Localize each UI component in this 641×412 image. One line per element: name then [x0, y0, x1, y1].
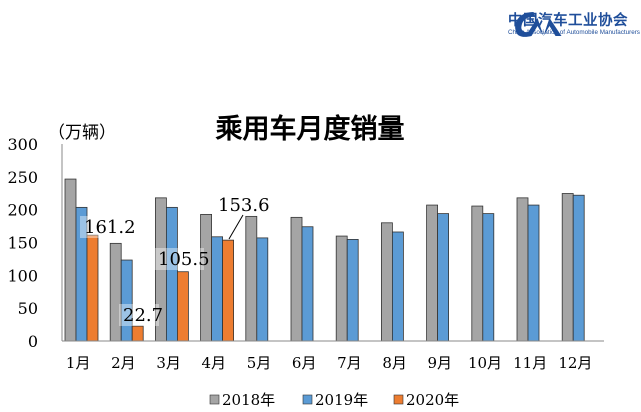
data-label-bg: [80, 216, 130, 238]
logo-name-cn: 中国汽车工业协会: [508, 13, 628, 29]
bar-2019年-6月: [301, 226, 314, 342]
legend-label: 2020年: [406, 391, 459, 409]
legend-label: 2018年: [222, 391, 275, 409]
x-tick-label: 7月: [337, 354, 362, 372]
x-tick-label: 9月: [428, 354, 453, 372]
bar-2018年-11月: [516, 197, 529, 342]
bar-2019年-5月: [256, 237, 269, 342]
legend-swatch: [302, 394, 313, 405]
x-tick-label: 10月: [468, 354, 502, 372]
data-label: 105.5: [158, 249, 210, 270]
x-tick-label: 1月: [66, 354, 91, 372]
x-tick-label: 2月: [111, 354, 136, 372]
legend-swatch: [393, 394, 404, 405]
data-label-bg: [154, 248, 204, 270]
y-axis-unit: （万辆）: [48, 123, 116, 143]
bar-2018年-8月: [380, 222, 393, 342]
y-tick-label: 250: [7, 168, 38, 187]
bar-2020年-3月: [176, 271, 189, 342]
legend-swatch: [209, 394, 220, 405]
data-label: 153.6: [218, 195, 270, 216]
bar-2020年-2月: [131, 325, 144, 342]
bar-2018年-5月: [245, 215, 258, 342]
bar-2019年-4月: [211, 236, 224, 342]
y-tick-label: 150: [7, 234, 38, 253]
x-tick-label: 11月: [513, 354, 547, 372]
y-tick-label: 100: [7, 266, 38, 285]
bar-2018年-10月: [471, 205, 484, 342]
bar-2019年-2月: [120, 259, 133, 342]
caam-logo: [515, 12, 562, 37]
x-tick-label: 4月: [202, 354, 227, 372]
y-tick-label: 50: [18, 299, 38, 318]
y-tick-label: 200: [7, 201, 38, 220]
x-tick-label: 12月: [558, 354, 592, 372]
bar-2018年-9月: [426, 204, 439, 342]
bar-2018年-12月: [561, 193, 574, 342]
x-tick-label: 8月: [382, 354, 407, 372]
data-label: 22.7: [123, 305, 163, 326]
bar-2019年-11月: [527, 204, 540, 342]
bar-2018年-4月: [200, 213, 213, 342]
data-label-bg: [214, 194, 264, 216]
data-label-leader-line: [228, 214, 244, 240]
data-label: 161.2: [84, 217, 136, 238]
bar-2019年-7月: [346, 239, 359, 342]
x-tick-label: 5月: [247, 354, 272, 372]
y-tick-label: 300: [7, 135, 38, 154]
bar-2018年-6月: [290, 216, 303, 342]
bar-2019年-3月: [165, 206, 178, 342]
logo-name-en: China Association of Automobile Manufact…: [508, 29, 640, 36]
bar-2019年-8月: [391, 231, 404, 342]
bar-2018年-2月: [109, 242, 122, 342]
bar-2019年-10月: [482, 213, 495, 342]
bar-2019年-12月: [572, 194, 585, 342]
x-tick-label: 3月: [156, 354, 181, 372]
bar-2018年-1月: [64, 178, 77, 342]
bar-2020年-1月: [86, 234, 99, 342]
chart-title: 乘用车月度销量: [215, 113, 405, 145]
bar-2020年-4月: [222, 239, 235, 342]
legend-label: 2019年: [315, 391, 368, 409]
data-label-bg: [119, 304, 159, 326]
bar-2019年-9月: [437, 213, 450, 342]
y-tick-label: 0: [28, 332, 38, 351]
bar-2018年-7月: [335, 235, 348, 342]
x-tick-label: 6月: [292, 354, 317, 372]
